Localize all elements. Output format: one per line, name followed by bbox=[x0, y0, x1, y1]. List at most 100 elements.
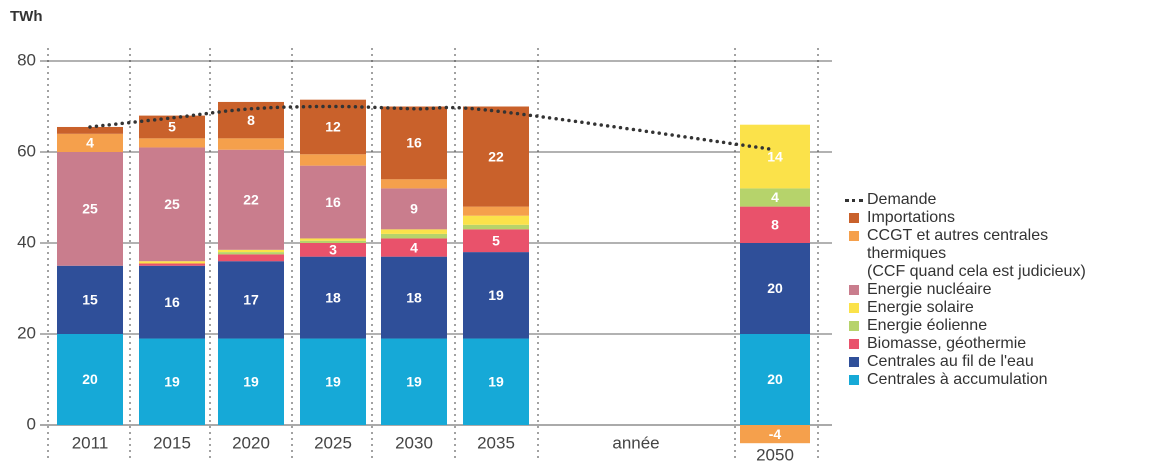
data-label: 4 bbox=[86, 135, 94, 151]
data-label: 19 bbox=[488, 373, 504, 389]
bar-segment bbox=[218, 249, 284, 253]
data-label: 20 bbox=[767, 371, 783, 387]
bar-segment bbox=[218, 338, 284, 425]
bar-segment bbox=[463, 215, 529, 225]
legend-swatch bbox=[849, 339, 859, 349]
bar-segment bbox=[463, 206, 529, 216]
x-tick-label: 2030 bbox=[395, 433, 433, 452]
bar-segment bbox=[740, 243, 810, 334]
bar-segment bbox=[218, 149, 284, 250]
bar-segment bbox=[300, 243, 366, 257]
data-label: 25 bbox=[82, 201, 98, 217]
data-label: 18 bbox=[406, 289, 422, 305]
legend-label: Energie nucléaire bbox=[867, 281, 992, 298]
legend-swatch bbox=[849, 213, 859, 223]
legend-label: Centrales à accumulation bbox=[867, 371, 1048, 388]
x-tick-label: 2050 bbox=[756, 445, 794, 464]
bar-segment bbox=[740, 206, 810, 243]
bar-segment bbox=[300, 238, 366, 241]
bar-segment bbox=[740, 425, 810, 444]
legend-swatch bbox=[845, 199, 863, 202]
data-label: 20 bbox=[767, 280, 783, 296]
bar-segment bbox=[57, 265, 123, 334]
legend-item: Biomasse, géothermie bbox=[835, 335, 1086, 353]
bar-segment bbox=[57, 334, 123, 425]
legend-label: Biomasse, géothermie bbox=[867, 335, 1027, 352]
legend-label: Importations bbox=[867, 209, 956, 226]
bar-segment bbox=[139, 261, 205, 264]
legend-item: Energie nucléaire bbox=[835, 281, 1086, 299]
data-label: 17 bbox=[243, 292, 259, 308]
legend-swatch bbox=[849, 285, 859, 295]
bar-segment bbox=[463, 229, 529, 253]
bar-segment bbox=[300, 165, 366, 239]
legend-label: Energie éolienne bbox=[867, 317, 988, 334]
data-label: 16 bbox=[164, 294, 180, 310]
bar-segment bbox=[463, 252, 529, 339]
bar-segment bbox=[463, 106, 529, 207]
bar-segment bbox=[300, 99, 366, 155]
bar-segment bbox=[300, 240, 366, 243]
data-label: 8 bbox=[771, 217, 779, 233]
data-label: 9 bbox=[410, 201, 418, 217]
x-tick-label: 2025 bbox=[314, 433, 352, 452]
data-label: 12 bbox=[325, 119, 341, 135]
legend-swatch bbox=[849, 231, 859, 241]
legend-swatch bbox=[849, 375, 859, 385]
legend-swatch bbox=[849, 357, 859, 367]
bar-segment bbox=[139, 265, 205, 339]
legend-item: Energie éolienne bbox=[835, 317, 1086, 335]
bar-segment bbox=[740, 334, 810, 425]
data-label: 16 bbox=[325, 194, 341, 210]
bar-segment bbox=[139, 138, 205, 148]
y-tick-label: 20 bbox=[17, 323, 36, 342]
data-label: 18 bbox=[325, 289, 341, 305]
data-label: 19 bbox=[325, 373, 341, 389]
data-label: 5 bbox=[168, 119, 176, 135]
data-label: 19 bbox=[406, 373, 422, 389]
legend-item: Importations bbox=[835, 209, 1086, 227]
bar-segment bbox=[740, 188, 810, 207]
data-label: 4 bbox=[771, 189, 779, 205]
data-label: 15 bbox=[82, 292, 98, 308]
legend-item: Centrales à accumulation bbox=[835, 371, 1086, 389]
legend-item: Demande bbox=[835, 191, 1086, 209]
data-label: 22 bbox=[488, 148, 504, 164]
legend-label: Demande bbox=[867, 191, 937, 208]
bar-segment bbox=[463, 338, 529, 425]
bar-segment bbox=[463, 224, 529, 230]
legend-label: CCGT et autres centrales thermiques (CCF… bbox=[867, 227, 1086, 280]
bar-segment bbox=[139, 147, 205, 262]
bar-segment bbox=[381, 229, 447, 234]
bar-segment bbox=[218, 261, 284, 339]
data-label: 25 bbox=[164, 196, 180, 212]
y-tick-label: 0 bbox=[27, 414, 36, 433]
data-label: 4 bbox=[410, 239, 418, 255]
bar-segment bbox=[381, 179, 447, 189]
data-label: 22 bbox=[243, 191, 259, 207]
y-tick-label: 40 bbox=[17, 232, 36, 251]
legend-label: Energie solaire bbox=[867, 299, 974, 316]
data-label: 19 bbox=[243, 373, 259, 389]
data-label: 3 bbox=[329, 242, 337, 258]
legend-swatch bbox=[849, 303, 859, 313]
legend-item: CCGT et autres centrales thermiques (CCF… bbox=[835, 227, 1086, 281]
y-tick-label: 80 bbox=[17, 50, 36, 69]
legend-item: Energie solaire bbox=[835, 299, 1086, 317]
legend: Demande Importations CCGT et autres centra… bbox=[835, 191, 1086, 389]
bar-segment bbox=[300, 256, 366, 339]
bar-segment bbox=[218, 254, 284, 262]
data-label: 19 bbox=[164, 373, 180, 389]
bar-segment bbox=[57, 126, 123, 134]
x-axis-label: année bbox=[612, 433, 659, 452]
bar-segment bbox=[139, 338, 205, 425]
x-tick-label: 2011 bbox=[72, 433, 109, 452]
x-tick-label: 2015 bbox=[153, 433, 191, 452]
y-axis-unit: TWh bbox=[10, 8, 42, 25]
bar-segment bbox=[218, 138, 284, 150]
legend-swatch bbox=[849, 321, 859, 331]
bar-segment bbox=[218, 252, 284, 255]
data-label: 16 bbox=[406, 135, 422, 151]
